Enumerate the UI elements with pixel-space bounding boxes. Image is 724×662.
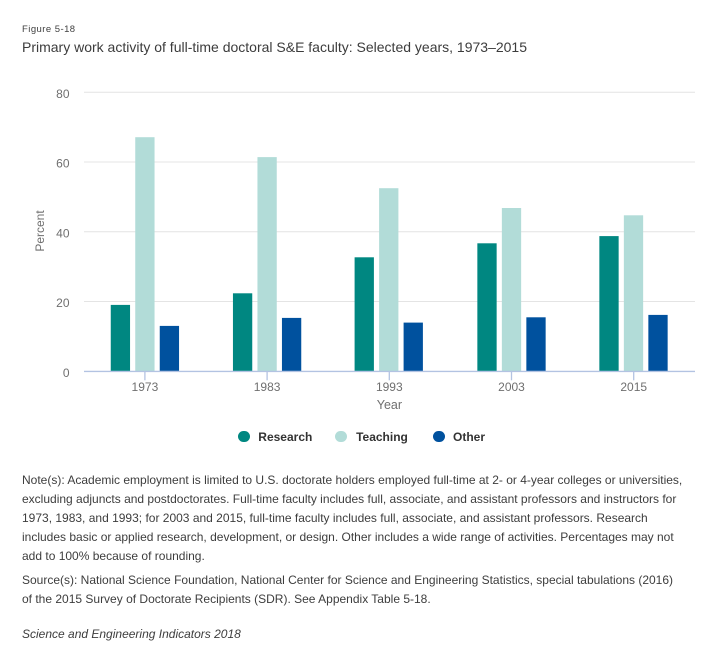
svg-text:1983: 1983 <box>254 380 281 394</box>
svg-text:40: 40 <box>56 226 70 240</box>
svg-text:1973: 1973 <box>132 380 159 394</box>
svg-text:0: 0 <box>63 366 70 380</box>
svg-text:60: 60 <box>56 157 70 171</box>
svg-text:2015: 2015 <box>620 380 647 394</box>
svg-text:20: 20 <box>56 296 70 310</box>
svg-text:Year: Year <box>377 398 402 412</box>
svg-text:Percent: Percent <box>33 210 47 252</box>
svg-text:2003: 2003 <box>498 380 525 394</box>
svg-text:1993: 1993 <box>376 380 403 394</box>
svg-text:80: 80 <box>56 87 70 101</box>
